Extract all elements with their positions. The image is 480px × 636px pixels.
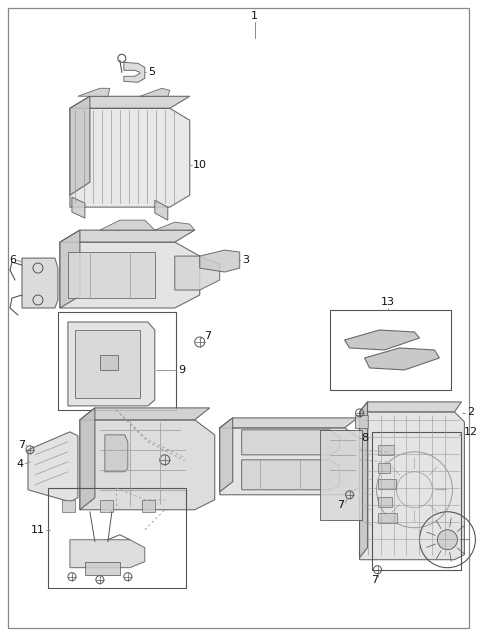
Text: 10: 10: [193, 160, 207, 170]
Bar: [48, 488, 186, 588]
Polygon shape: [360, 402, 461, 412]
Polygon shape: [378, 513, 397, 523]
Text: 7: 7: [337, 500, 345, 510]
Polygon shape: [80, 408, 95, 510]
Polygon shape: [378, 479, 396, 489]
Polygon shape: [378, 463, 389, 473]
Text: 8: 8: [361, 433, 369, 443]
Polygon shape: [378, 445, 394, 455]
Text: 7: 7: [18, 440, 25, 450]
Polygon shape: [72, 197, 85, 218]
Text: 4: 4: [17, 459, 24, 469]
Polygon shape: [124, 62, 145, 82]
Polygon shape: [75, 330, 140, 398]
Polygon shape: [155, 200, 168, 220]
Text: 1: 1: [251, 11, 258, 22]
Polygon shape: [320, 430, 361, 520]
Polygon shape: [355, 415, 368, 428]
Polygon shape: [70, 96, 90, 195]
Polygon shape: [220, 428, 360, 495]
Polygon shape: [242, 460, 339, 490]
Polygon shape: [345, 330, 420, 350]
Polygon shape: [100, 500, 113, 512]
Text: 5: 5: [148, 67, 155, 78]
Polygon shape: [80, 420, 215, 510]
Polygon shape: [60, 230, 195, 242]
Polygon shape: [60, 230, 80, 308]
Polygon shape: [142, 500, 155, 512]
Polygon shape: [220, 418, 233, 492]
Polygon shape: [22, 258, 58, 308]
Text: 12: 12: [463, 427, 478, 437]
Polygon shape: [105, 435, 128, 472]
Text: 3: 3: [242, 255, 249, 265]
Polygon shape: [85, 562, 120, 575]
Text: 7: 7: [204, 331, 211, 341]
Polygon shape: [70, 108, 190, 207]
Polygon shape: [60, 242, 200, 308]
Polygon shape: [100, 355, 118, 370]
Circle shape: [437, 530, 457, 550]
Polygon shape: [220, 418, 358, 428]
Polygon shape: [70, 540, 145, 568]
Polygon shape: [378, 497, 392, 507]
Polygon shape: [242, 430, 339, 455]
Polygon shape: [68, 322, 155, 406]
Polygon shape: [78, 88, 110, 96]
Polygon shape: [70, 96, 190, 108]
Polygon shape: [100, 220, 155, 230]
Text: 2: 2: [468, 407, 475, 417]
Polygon shape: [360, 402, 368, 558]
Polygon shape: [28, 432, 78, 502]
Polygon shape: [140, 88, 170, 96]
Polygon shape: [175, 256, 220, 290]
Text: 11: 11: [31, 525, 45, 535]
Polygon shape: [155, 222, 195, 230]
Text: 9: 9: [178, 365, 185, 375]
Bar: [330, 310, 451, 390]
Polygon shape: [360, 412, 465, 560]
Polygon shape: [200, 250, 240, 272]
Bar: [372, 432, 461, 570]
Bar: [58, 312, 176, 410]
Text: 13: 13: [381, 297, 395, 307]
Polygon shape: [62, 500, 75, 512]
Text: 6: 6: [9, 255, 16, 265]
Text: 7: 7: [371, 575, 378, 584]
Polygon shape: [80, 408, 210, 420]
Polygon shape: [68, 252, 155, 298]
Polygon shape: [364, 348, 440, 370]
